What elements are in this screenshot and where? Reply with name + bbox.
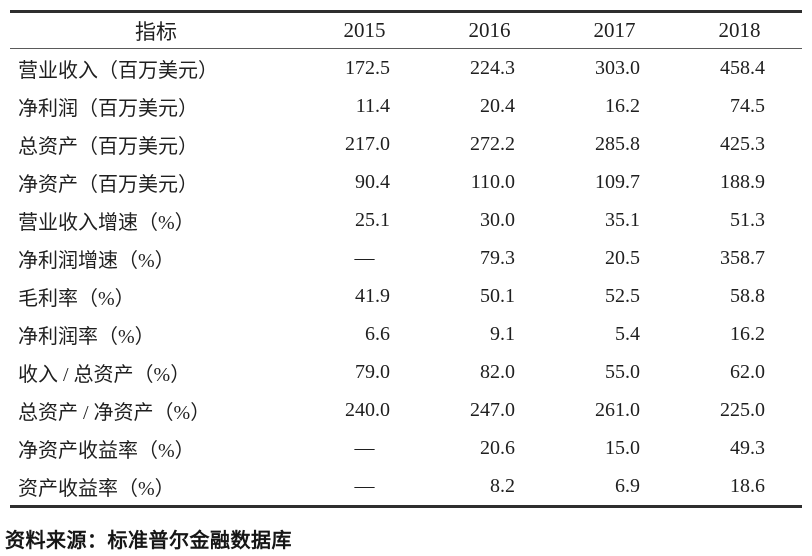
table-row: 资产收益率（%） — 8.2 6.9 18.6	[10, 467, 802, 507]
row-label: 净利润率（%）	[18, 325, 155, 348]
cell-value: 90.4	[355, 170, 390, 193]
cell-value: 51.3	[730, 208, 765, 231]
cell-value: 20.4	[480, 94, 515, 117]
column-header-2016: 2016	[427, 11, 552, 49]
cell-value: 20.5	[605, 246, 640, 269]
table-row: 毛利率（%） 41.9 50.1 52.5 58.8	[10, 277, 802, 315]
cell-value: 247.0	[470, 398, 515, 421]
cell-value: 16.2	[730, 322, 765, 345]
row-label: 净资产（百万美元）	[18, 173, 198, 196]
column-header-2017: 2017	[552, 11, 677, 49]
cell-value: 272.2	[470, 132, 515, 155]
table-row: 净利润增速（%） — 79.3 20.5 358.7	[10, 239, 802, 277]
column-header-2015: 2015	[302, 11, 427, 49]
cell-value: 6.6	[365, 322, 390, 345]
cell-value: 82.0	[480, 360, 515, 383]
table-row: 收入 / 总资产（%） 79.0 82.0 55.0 62.0	[10, 353, 802, 391]
cell-value: 41.9	[355, 284, 390, 307]
table-row: 净利润率（%） 6.6 9.1 5.4 16.2	[10, 315, 802, 353]
cell-value: —	[354, 246, 375, 269]
cell-value: 35.1	[605, 208, 640, 231]
source-note: 资料来源：标准普尔金融数据库	[5, 530, 292, 552]
row-label: 毛利率（%）	[18, 287, 135, 310]
cell-value: 58.8	[730, 284, 765, 307]
cell-value: 52.5	[605, 284, 640, 307]
cell-value: —	[354, 474, 375, 497]
cell-value: 225.0	[720, 398, 765, 421]
cell-value: 8.2	[490, 474, 515, 497]
table-row: 总资产 / 净资产（%） 240.0 247.0 261.0 225.0	[10, 391, 802, 429]
row-label: 净利润（百万美元）	[18, 97, 198, 120]
cell-value: 240.0	[345, 398, 390, 421]
cell-value: 50.1	[480, 284, 515, 307]
cell-value: 6.9	[615, 474, 640, 497]
table-row: 营业收入增速（%） 25.1 30.0 35.1 51.3	[10, 201, 802, 239]
cell-value: 285.8	[595, 132, 640, 155]
cell-value: 79.0	[355, 360, 390, 383]
row-label: 净利润增速（%）	[18, 249, 175, 272]
cell-value: 18.6	[730, 474, 765, 497]
table-row: 净资产（百万美元） 90.4 110.0 109.7 188.9	[10, 163, 802, 201]
row-label: 总资产 / 净资产（%）	[18, 401, 211, 424]
cell-value: 358.7	[720, 246, 765, 269]
cell-value: 217.0	[345, 132, 390, 155]
cell-value: 25.1	[355, 208, 390, 231]
cell-value: 109.7	[595, 170, 640, 193]
row-label: 净资产收益率（%）	[18, 439, 195, 462]
cell-value: 74.5	[730, 94, 765, 117]
table-row: 总资产（百万美元） 217.0 272.2 285.8 425.3	[10, 125, 802, 163]
cell-value: 49.3	[730, 436, 765, 459]
cell-value: 62.0	[730, 360, 765, 383]
table-row: 净资产收益率（%） — 20.6 15.0 49.3	[10, 429, 802, 467]
cell-value: 16.2	[605, 94, 640, 117]
cell-value: 458.4	[720, 56, 765, 79]
cell-value: 303.0	[595, 56, 640, 79]
row-label: 总资产（百万美元）	[18, 135, 198, 158]
cell-value: 55.0	[605, 360, 640, 383]
cell-value: 172.5	[345, 56, 390, 79]
row-label: 资产收益率（%）	[18, 477, 175, 500]
cell-value: 79.3	[480, 246, 515, 269]
cell-value: 188.9	[720, 170, 765, 193]
financial-metrics-table: 指标 2015 2016 2017 2018 营业收入（百万美元） 172.5 …	[10, 10, 802, 508]
cell-value: 9.1	[490, 322, 515, 345]
cell-value: 425.3	[720, 132, 765, 155]
table-row: 净利润（百万美元） 11.4 20.4 16.2 74.5	[10, 87, 802, 125]
cell-value: 15.0	[605, 436, 640, 459]
column-header-indicator: 指标	[10, 11, 302, 49]
table-header-row: 指标 2015 2016 2017 2018	[10, 11, 802, 49]
cell-value: 261.0	[595, 398, 640, 421]
cell-value: —	[354, 436, 375, 459]
cell-value: 11.4	[355, 94, 390, 117]
column-header-2018: 2018	[677, 11, 802, 49]
cell-value: 30.0	[480, 208, 515, 231]
cell-value: 5.4	[615, 322, 640, 345]
row-label: 营业收入增速（%）	[18, 211, 195, 234]
cell-value: 20.6	[480, 436, 515, 459]
table-row: 营业收入（百万美元） 172.5 224.3 303.0 458.4	[10, 49, 802, 88]
cell-value: 224.3	[470, 56, 515, 79]
row-label: 营业收入（百万美元）	[18, 59, 218, 82]
cell-value: 110.0	[470, 170, 515, 193]
row-label: 收入 / 总资产（%）	[18, 363, 191, 386]
